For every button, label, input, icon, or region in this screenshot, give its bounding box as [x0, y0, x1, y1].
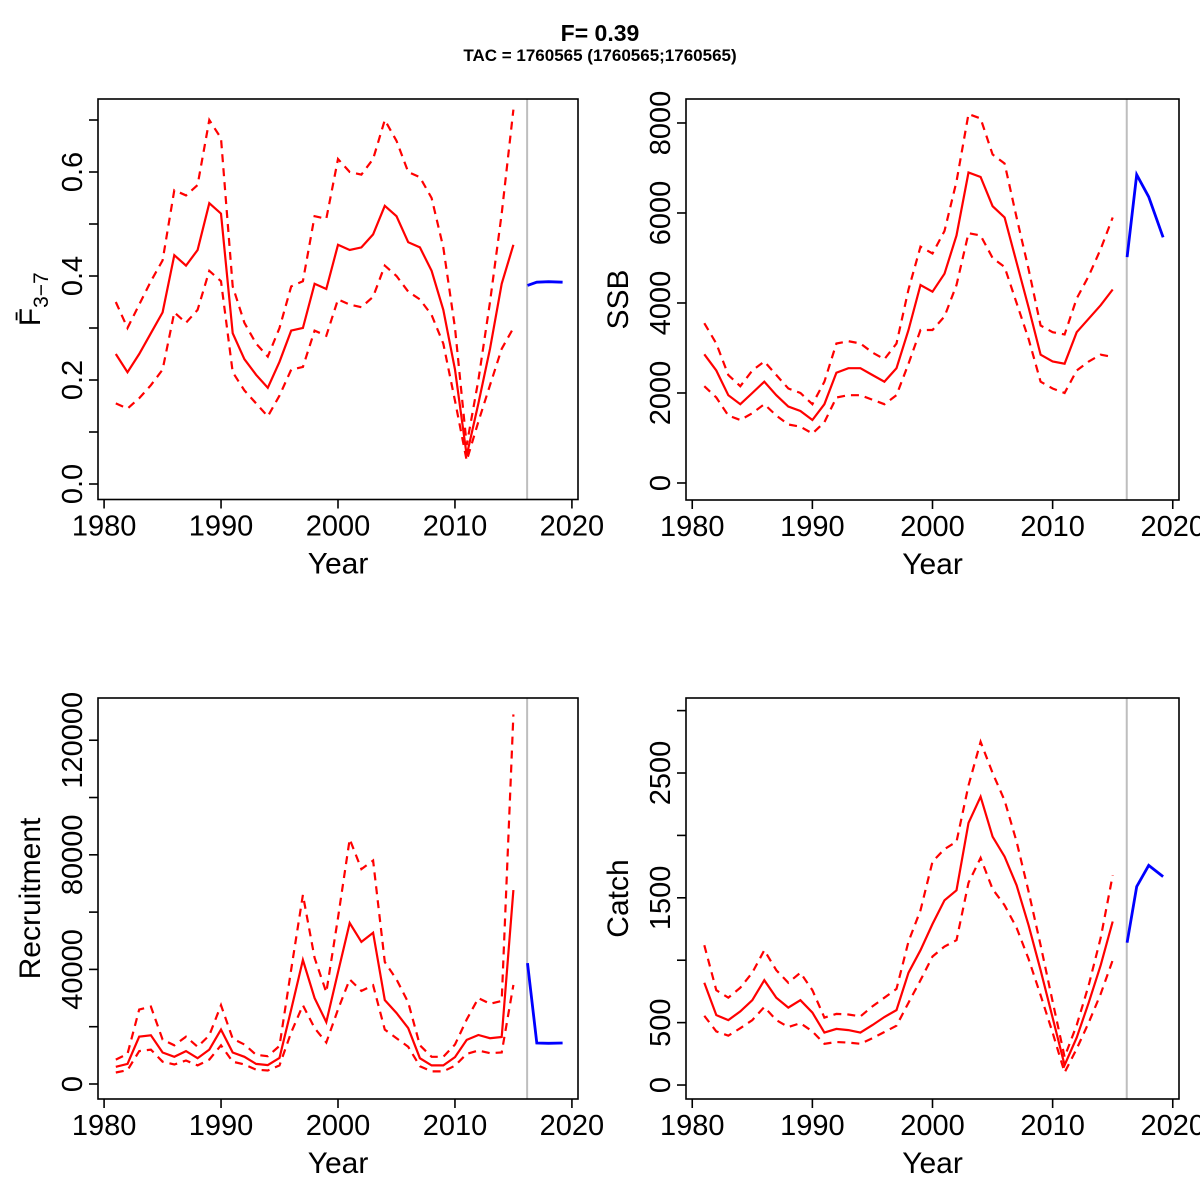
lower-ci-line	[115, 263, 515, 461]
catch-chart-panel: 1980 1990 2000 2010 2020 0 500 1500 2500 Year Catc…	[602, 697, 1200, 1180]
rec-chart-panel: 1980 1990 2000 2010 2020 0 40000 80000 120000 Yea…	[14, 692, 604, 1180]
y-tick-label: 2000	[645, 361, 677, 426]
x-tick-label: 2010	[1020, 1110, 1085, 1142]
forecast-line	[527, 280, 563, 287]
f-chart-panel: 1980 1990 2000 2010 2020 0.0 0.2 0.4 0.6 Year F̄3−…	[14, 98, 604, 581]
lower-ci-line	[703, 231, 1113, 435]
figure-title: F= 0.39	[560, 20, 640, 46]
x-tick-label: 1990	[189, 511, 254, 543]
x-tick-label: 1990	[189, 1110, 254, 1142]
x-tick-label: 1980	[660, 511, 725, 543]
y-axis-label: Catch	[602, 859, 635, 937]
x-tick-label: 1980	[72, 1110, 137, 1142]
x-tick-label: 1980	[660, 1110, 725, 1142]
x-tick-label: 2000	[306, 511, 371, 543]
y-tick-label: 0.0	[57, 464, 89, 504]
y-tick-label: 4000	[645, 271, 677, 336]
upper-ci-line	[115, 714, 515, 1061]
median-line	[114, 201, 515, 456]
x-tick-label: 1990	[780, 511, 845, 543]
y-tick-label: 0	[57, 1076, 89, 1092]
y-tick-label: 500	[645, 998, 677, 1046]
forecast-line	[1125, 170, 1165, 258]
y-tick-label: 0.6	[57, 152, 89, 192]
y-axis-label: Recruitment	[14, 817, 47, 979]
x-tick-label: 2000	[306, 1110, 371, 1142]
x-tick-label: 2020	[540, 1110, 605, 1142]
plot-box	[685, 697, 1180, 1100]
plot-box	[97, 697, 579, 1100]
y-tick-label: 0.2	[57, 360, 89, 400]
y-tick-label: 0.4	[57, 256, 89, 296]
y-tick-label: 0	[645, 475, 677, 491]
upper-ci-line	[703, 112, 1114, 406]
lower-ci-line	[703, 855, 1114, 1076]
x-tick-label: 2020	[1140, 511, 1200, 543]
x-tick-label: 2000	[900, 511, 965, 543]
y-tick-label: 120000	[57, 692, 89, 789]
median-line	[703, 171, 1114, 422]
x-axis-label: Year	[902, 548, 963, 581]
x-tick-label: 2020	[1140, 1110, 1200, 1142]
y-tick-label: 40000	[57, 929, 89, 1010]
y-tick-label: 1500	[645, 866, 677, 931]
y-axis-label: F̄3−7	[14, 272, 53, 326]
y-tick-label: 8000	[645, 91, 677, 156]
x-tick-label: 2010	[1020, 511, 1085, 543]
x-axis-label: Year	[902, 1147, 963, 1180]
forecast-line	[1125, 863, 1164, 943]
y-tick-label: 0	[645, 1077, 677, 1093]
lower-ci-line	[115, 977, 515, 1074]
x-axis-label: Year	[308, 1147, 369, 1180]
x-tick-label: 2010	[423, 511, 488, 543]
forecast-line	[526, 962, 563, 1045]
upper-ci-line	[114, 109, 515, 446]
median-line	[115, 890, 515, 1068]
median-line	[703, 793, 1114, 1069]
y-axis-label: SSB	[602, 269, 635, 329]
x-tick-label: 1980	[72, 511, 137, 543]
y-tick-label: 6000	[645, 181, 677, 246]
y-tick-label: 2500	[645, 741, 677, 806]
figure-subtitle: TAC = 1760565 (1760565;1760565)	[463, 46, 737, 65]
x-tick-label: 2020	[540, 511, 605, 543]
x-tick-label: 1990	[780, 1110, 845, 1142]
x-axis-label: Year	[308, 548, 369, 581]
x-tick-label: 2000	[900, 1110, 965, 1142]
ssb-chart-panel: 1980 1990 2000 2010 2020 0 2000 4000 6000 8000 Yea…	[602, 91, 1200, 581]
x-tick-label: 2010	[423, 1110, 488, 1142]
y-tick-label: 80000	[57, 814, 89, 895]
